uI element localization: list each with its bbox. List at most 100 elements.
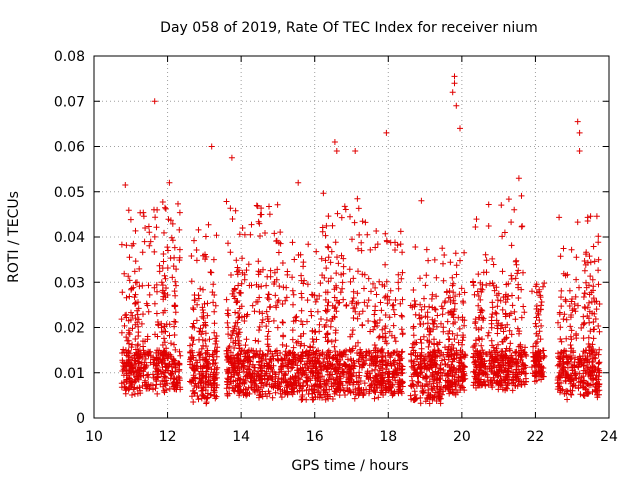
- data-point: [574, 219, 581, 226]
- data-point: [327, 323, 334, 330]
- data-point: [590, 381, 596, 388]
- data-point: [290, 361, 297, 368]
- data-point: [126, 277, 133, 284]
- data-point: [503, 335, 510, 342]
- data-point: [585, 341, 592, 347]
- data-point: [575, 364, 582, 371]
- data-point: [136, 347, 143, 354]
- data-point: [191, 237, 197, 244]
- data-point: [430, 321, 436, 327]
- data-point: [322, 257, 329, 264]
- data-point: [482, 251, 489, 258]
- data-point: [558, 303, 565, 310]
- data-point: [156, 268, 163, 275]
- data-point: [162, 294, 169, 301]
- data-point: [501, 229, 508, 236]
- data-point: [210, 256, 217, 263]
- data-point: [431, 317, 438, 324]
- data-point: [241, 231, 248, 238]
- data-point: [446, 390, 453, 397]
- data-point: [492, 309, 499, 316]
- data-point: [459, 341, 465, 348]
- data-point: [205, 364, 212, 371]
- data-point: [437, 376, 444, 383]
- data-point: [231, 323, 238, 330]
- data-point: [272, 348, 279, 355]
- data-point: [580, 335, 587, 342]
- data-point: [589, 348, 596, 355]
- data-point: [188, 253, 195, 259]
- data-point: [516, 350, 523, 356]
- data-point: [449, 389, 456, 396]
- axes: 10 12 14 16 18 20 22 24 0 0.01 0.02 0.03 0.04 0.05 0.0…: [54, 49, 618, 445]
- data-point: [283, 294, 290, 301]
- data-point: [264, 351, 271, 357]
- data-point: [557, 374, 564, 381]
- data-point: [581, 319, 588, 326]
- data-point: [350, 315, 357, 321]
- data-point: [312, 298, 319, 305]
- data-point: [491, 363, 498, 370]
- data-point: [170, 263, 177, 270]
- data-point: [158, 279, 165, 286]
- data-point: [160, 369, 166, 375]
- data-point: [346, 266, 353, 273]
- data-point: [331, 305, 338, 312]
- data-point: [541, 280, 548, 287]
- data-point: [283, 343, 290, 350]
- data-point: [452, 250, 459, 257]
- data-point: [299, 371, 306, 378]
- data-point: [575, 302, 581, 309]
- data-point: [338, 352, 345, 359]
- data-point: [189, 323, 196, 330]
- data-point: [596, 301, 603, 307]
- data-point: [450, 280, 457, 287]
- data-point: [284, 271, 291, 278]
- data-point: [475, 357, 482, 364]
- data-point: [227, 205, 234, 212]
- data-point: [161, 290, 168, 297]
- data-point: [363, 348, 370, 355]
- data-point: [202, 384, 209, 391]
- data-point: [382, 293, 389, 300]
- data-point: [211, 389, 218, 396]
- data-point: [372, 244, 379, 251]
- data-point: [289, 239, 296, 246]
- data-point: [334, 254, 340, 261]
- data-point: [262, 230, 268, 236]
- data-point: [441, 299, 448, 306]
- data-point: [156, 262, 163, 269]
- data-point: [304, 374, 311, 381]
- x-tick-label: 22: [527, 429, 545, 445]
- data-point: [159, 287, 166, 294]
- data-point: [594, 387, 601, 394]
- data-point: [436, 396, 443, 403]
- data-point: [395, 285, 402, 292]
- data-point: [210, 351, 217, 358]
- data-point: [379, 281, 386, 288]
- data-point: [171, 244, 178, 251]
- data-point: [417, 275, 423, 282]
- data-points: [118, 73, 603, 407]
- data-point: [383, 278, 390, 285]
- data-point: [196, 351, 203, 358]
- data-point: [344, 379, 351, 386]
- data-point: [324, 289, 331, 296]
- data-point: [279, 362, 286, 368]
- data-point: [230, 327, 237, 334]
- data-point: [241, 318, 248, 324]
- data-point: [171, 341, 177, 348]
- data-point: [272, 292, 279, 299]
- data-point: [200, 309, 207, 316]
- data-point: [583, 249, 590, 256]
- data-point: [163, 285, 169, 291]
- data-point: [372, 362, 379, 369]
- data-point: [293, 313, 300, 320]
- data-point: [410, 371, 417, 378]
- data-point: [318, 255, 325, 262]
- data-point: [246, 282, 253, 289]
- data-point: [286, 378, 293, 385]
- data-point: [325, 244, 332, 251]
- data-point: [589, 388, 596, 395]
- data-point: [315, 384, 322, 391]
